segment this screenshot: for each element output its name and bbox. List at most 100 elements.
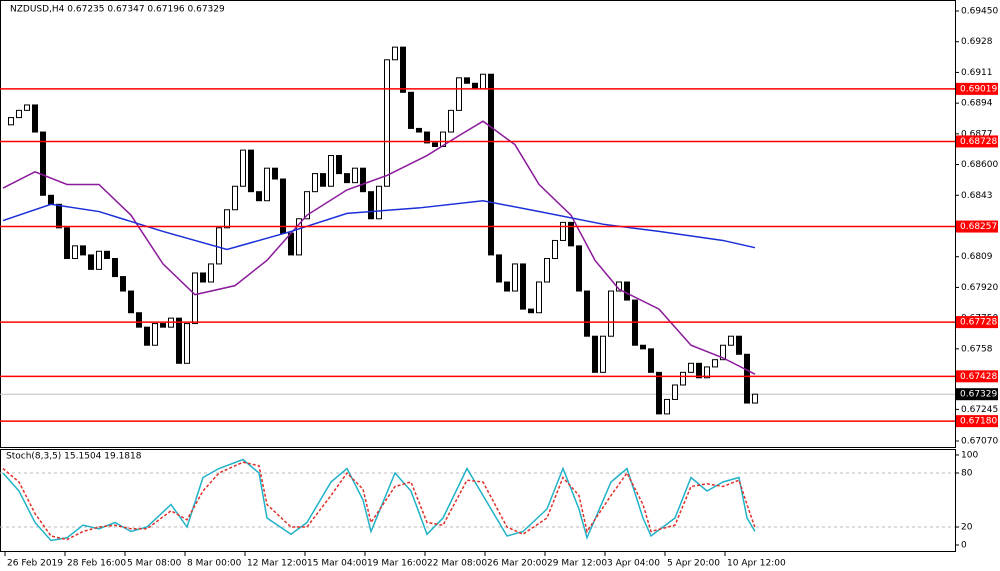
candle	[704, 366, 710, 379]
level-label-box	[956, 415, 998, 428]
candle	[544, 258, 550, 283]
candle	[160, 323, 166, 328]
x-tick-label: 12 Mar 12:00	[247, 559, 307, 569]
indicator-title: Stoch(8,3,5) 15.1504 19.1818	[6, 452, 142, 462]
candle	[384, 59, 390, 187]
candle	[40, 131, 46, 196]
y-tick-label: 0.67070	[961, 437, 998, 447]
level-label-box	[956, 316, 998, 329]
candle	[416, 127, 422, 133]
stoch-line	[2, 461, 756, 541]
x-tick-label: 5 Mar 08:00	[127, 559, 182, 569]
level-label: 0.68257	[960, 222, 997, 232]
candle	[520, 263, 526, 310]
y-tick-label: 0.67245	[961, 405, 998, 415]
current-price-label: 0.67329	[960, 390, 997, 400]
candle	[488, 73, 494, 256]
candle	[296, 218, 302, 256]
candle	[240, 149, 246, 187]
candle	[552, 239, 558, 260]
candle	[152, 323, 158, 346]
y-tick-label: 0.6894	[961, 99, 993, 109]
x-tick-label: 26 Mar 20:00	[487, 559, 547, 569]
x-tick-label: 8 Mar 00:00	[187, 559, 242, 569]
candle	[576, 245, 582, 292]
candle	[640, 344, 646, 350]
candle	[328, 155, 334, 187]
candle	[528, 308, 534, 314]
candle	[176, 317, 182, 364]
price-panel	[0, 0, 956, 448]
candle	[56, 203, 62, 229]
candle	[216, 227, 222, 265]
level-label: 0.68728	[960, 137, 997, 147]
level-label-box	[956, 370, 998, 383]
candle	[208, 263, 214, 283]
candle	[440, 131, 446, 148]
stoch-panel	[0, 449, 956, 552]
y-tick-label: 100	[961, 451, 978, 461]
x-tick-label: 26 Feb 2019	[7, 559, 63, 569]
candle	[224, 209, 230, 229]
candle	[360, 167, 366, 193]
moving-average	[2, 120, 756, 375]
y-tick-label: 0.6843	[961, 191, 993, 201]
candle	[536, 281, 542, 314]
candle	[592, 335, 598, 373]
candle	[344, 173, 350, 184]
x-tick-label: 3 Apr 04:00	[607, 559, 660, 569]
candle	[232, 185, 238, 211]
y-tick-label: 0.6809	[961, 252, 993, 262]
candle	[96, 250, 102, 270]
y-tick-label: 0.6928	[961, 37, 993, 47]
candle	[736, 335, 742, 355]
x-tick-label: 15 Mar 04:00	[307, 559, 367, 569]
candle	[80, 245, 86, 256]
candle	[600, 335, 606, 373]
candle	[320, 173, 326, 187]
candle	[424, 131, 430, 144]
candle	[680, 371, 686, 386]
candle	[264, 167, 270, 202]
candle	[256, 191, 262, 202]
candle	[32, 104, 38, 133]
candle	[72, 245, 78, 260]
candle	[336, 155, 342, 175]
candle	[648, 348, 654, 373]
level-label: 0.67180	[960, 417, 997, 427]
candle	[560, 221, 566, 241]
y-tick-label: 0	[961, 541, 967, 551]
candle	[496, 254, 502, 283]
candle	[696, 362, 702, 379]
candle	[64, 227, 70, 260]
candle	[104, 250, 110, 260]
candle	[392, 46, 398, 61]
candle	[456, 77, 462, 111]
candle	[712, 359, 718, 368]
candle	[504, 281, 510, 292]
candle	[184, 323, 190, 364]
x-tick-label: 28 Feb 16:00	[67, 559, 126, 569]
candle	[432, 142, 438, 148]
y-tick-label: 0.6911	[961, 68, 993, 78]
candle	[464, 77, 470, 84]
candle	[248, 149, 254, 193]
candle	[568, 221, 574, 247]
candle	[672, 384, 678, 400]
x-tick-label: 29 Mar 12:00	[547, 559, 607, 569]
candle	[304, 191, 310, 220]
level-label: 0.67728	[960, 318, 997, 328]
candle	[472, 82, 478, 90]
candle	[192, 272, 198, 325]
x-tick-label: 10 Apr 12:00	[727, 559, 786, 569]
y-tick-label: 0.69450	[961, 7, 998, 17]
candle	[352, 167, 358, 184]
candle	[128, 290, 134, 314]
level-label-box	[956, 82, 998, 95]
candle	[368, 191, 374, 220]
y-tick-label: 0.67920	[961, 283, 998, 293]
candle	[408, 91, 414, 129]
candle	[744, 353, 750, 404]
